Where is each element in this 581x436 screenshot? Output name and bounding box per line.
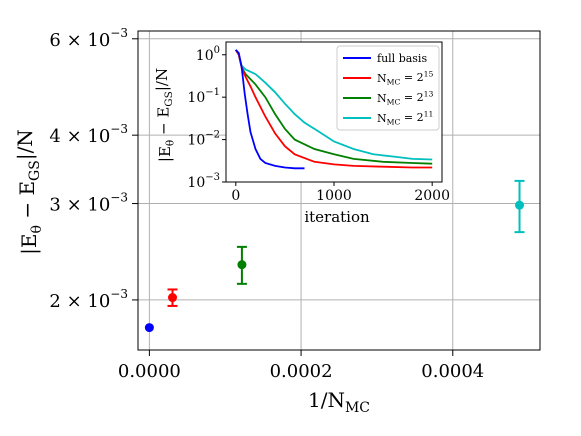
legend-label: NMC​ = 213​ — [377, 90, 434, 107]
inset-y-tick-label: 10−3 — [187, 172, 220, 191]
main-y-tick-label: 3 × 10−3 — [49, 191, 128, 216]
inset-y-tick-label: 10−2 — [187, 130, 220, 149]
main-x-tick-label: 0.0002 — [270, 361, 333, 382]
main-x-tick-label: 0.0000 — [118, 361, 181, 382]
main-y-ticks: 2 × 10−3 3 × 10−3 4 × 10−3 6 × 10−3 — [49, 26, 138, 312]
inset-y-axis-label: |Eθ​ − EGS​|/N — [153, 68, 177, 162]
data-point — [144, 323, 154, 333]
inset-y-tick-label: 10−1 — [187, 87, 220, 106]
main-y-tick-label: 6 × 10−3 — [49, 26, 128, 51]
main-points — [144, 179, 525, 333]
legend-label: NMC​ = 215​ — [377, 70, 434, 87]
legend-label: full basis — [377, 52, 427, 65]
inset-x-axis-label: iteration — [304, 208, 370, 226]
main-y-axis-label: |Eθ​ − EGS​|/N — [13, 129, 45, 255]
main-x-tick-label: 0.0004 — [421, 361, 484, 382]
main-x-axis-label: 1/NMC​ — [308, 388, 370, 416]
main-y-tick-label: 2 × 10−3 — [49, 287, 128, 312]
main-x-ticks: 0.0000 0.0002 0.0004 — [118, 350, 484, 382]
data-point — [515, 200, 525, 210]
inset-y-ticks: 100 10−1 10−2 10−3 — [187, 45, 226, 191]
main-y-tick-label: 4 × 10−3 — [49, 122, 128, 147]
inset-x-tick-label: 0 — [231, 188, 240, 204]
data-point — [237, 260, 247, 270]
legend-label: NMC​ = 211​ — [377, 110, 433, 127]
inset-series-line — [235, 49, 305, 170]
inset-series-line — [235, 49, 433, 169]
legend-box — [336, 45, 440, 131]
inset-series-line — [235, 49, 433, 161]
main-plot-frame — [137, 30, 541, 351]
inset-legend: full basis NMC​ = 215​ NMC​ = 213​ NMC​ = 2… — [336, 45, 440, 131]
inset-x-tick-label: 2000 — [414, 188, 450, 204]
inset-x-ticks: 0 1000 2000 — [231, 182, 450, 204]
inset-lines — [235, 49, 433, 170]
inset-y-tick-label: 100 — [196, 45, 220, 64]
inset-x-tick-label: 1000 — [316, 188, 352, 204]
data-point — [168, 293, 178, 303]
